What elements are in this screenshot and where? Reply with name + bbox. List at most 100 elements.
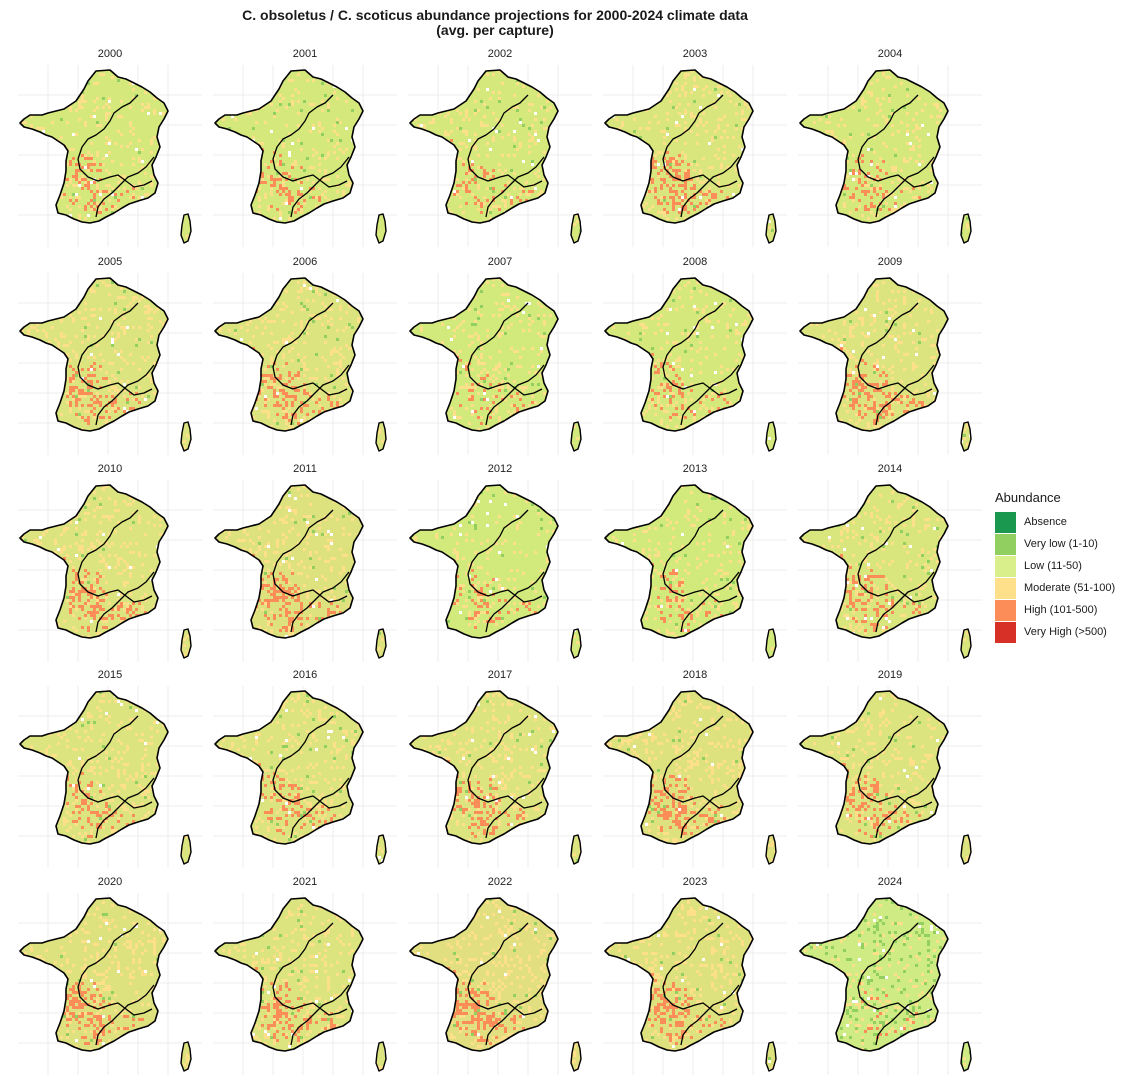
abundance-raster bbox=[798, 480, 982, 662]
abundance-raster bbox=[18, 893, 202, 1075]
legend-title: Abundance bbox=[995, 490, 1140, 505]
panel-title: 2016 bbox=[213, 669, 397, 681]
france-map bbox=[408, 480, 592, 662]
map-panel-2018: 2018 bbox=[603, 669, 787, 876]
abundance-raster bbox=[213, 65, 397, 247]
panel-title: 2010 bbox=[18, 463, 202, 475]
panel-title: 2014 bbox=[798, 463, 982, 475]
legend-item: Very High (>500) bbox=[995, 621, 1140, 643]
map-panel-2002: 2002 bbox=[408, 48, 592, 255]
abundance-raster bbox=[603, 65, 787, 247]
france-map bbox=[603, 65, 787, 247]
panel-title: 2002 bbox=[408, 48, 592, 60]
panel-title: 2015 bbox=[18, 669, 202, 681]
map-panel-2005: 2005 bbox=[18, 256, 202, 463]
france-map bbox=[603, 893, 787, 1075]
abundance-legend: Abundance Absence Very low (1-10) Low (11-… bbox=[995, 490, 1140, 643]
legend-key bbox=[995, 512, 1016, 533]
map-panel-2009: 2009 bbox=[798, 256, 982, 463]
panel-title: 2005 bbox=[18, 256, 202, 268]
abundance-raster bbox=[408, 65, 592, 247]
map-panel-2011: 2011 bbox=[213, 463, 397, 670]
abundance-raster bbox=[798, 65, 982, 247]
abundance-raster bbox=[18, 65, 202, 247]
panel-title: 2022 bbox=[408, 876, 592, 888]
legend-label: Low (11-50) bbox=[1024, 560, 1082, 572]
map-panel-2006: 2006 bbox=[213, 256, 397, 463]
france-map bbox=[18, 65, 202, 247]
panel-title: 2020 bbox=[18, 876, 202, 888]
panel-title: 2023 bbox=[603, 876, 787, 888]
legend-key bbox=[995, 600, 1016, 621]
panel-title: 2021 bbox=[213, 876, 397, 888]
france-map bbox=[18, 686, 202, 868]
france-map bbox=[18, 273, 202, 455]
abundance-raster bbox=[798, 273, 982, 455]
france-map bbox=[408, 893, 592, 1075]
map-panel-2016: 2016 bbox=[213, 669, 397, 876]
france-map bbox=[603, 273, 787, 455]
abundance-raster bbox=[213, 273, 397, 455]
legend-label: Absence bbox=[1024, 516, 1067, 528]
abundance-raster bbox=[603, 893, 787, 1075]
panel-title: 2024 bbox=[798, 876, 982, 888]
abundance-raster bbox=[798, 686, 982, 868]
panel-title: 2009 bbox=[798, 256, 982, 268]
france-map bbox=[408, 65, 592, 247]
france-map bbox=[603, 480, 787, 662]
france-map bbox=[213, 65, 397, 247]
abundance-raster bbox=[408, 273, 592, 455]
abundance-raster bbox=[213, 893, 397, 1075]
map-panel-2007: 2007 bbox=[408, 256, 592, 463]
france-map bbox=[798, 893, 982, 1075]
panel-title: 2003 bbox=[603, 48, 787, 60]
abundance-raster bbox=[213, 480, 397, 662]
map-panel-2010: 2010 bbox=[18, 463, 202, 670]
france-map bbox=[798, 480, 982, 662]
map-panel-2024: 2024 bbox=[798, 876, 982, 1083]
map-panel-2001: 2001 bbox=[213, 48, 397, 255]
map-panel-2003: 2003 bbox=[603, 48, 787, 255]
abundance-raster bbox=[18, 480, 202, 662]
legend-key bbox=[995, 534, 1016, 555]
legend-item: Very low (1-10) bbox=[995, 533, 1140, 555]
abundance-raster bbox=[798, 893, 982, 1075]
abundance-raster bbox=[603, 686, 787, 868]
france-map bbox=[798, 686, 982, 868]
panel-title: 2008 bbox=[603, 256, 787, 268]
france-map bbox=[408, 686, 592, 868]
panel-title: 2011 bbox=[213, 463, 397, 475]
legend-item: Moderate (51-100) bbox=[995, 577, 1140, 599]
legend-key bbox=[995, 556, 1016, 577]
panel-title: 2001 bbox=[213, 48, 397, 60]
panel-title: 2013 bbox=[603, 463, 787, 475]
abundance-raster bbox=[408, 686, 592, 868]
panel-title: 2000 bbox=[18, 48, 202, 60]
france-map bbox=[603, 686, 787, 868]
map-panel-2014: 2014 bbox=[798, 463, 982, 670]
abundance-raster bbox=[408, 893, 592, 1075]
abundance-raster bbox=[603, 480, 787, 662]
panel-title: 2012 bbox=[408, 463, 592, 475]
abundance-raster bbox=[408, 480, 592, 662]
map-panel-2000: 2000 bbox=[18, 48, 202, 255]
abundance-raster bbox=[18, 686, 202, 868]
france-map bbox=[213, 480, 397, 662]
legend-label: Very low (1-10) bbox=[1024, 538, 1098, 550]
map-panel-2004: 2004 bbox=[798, 48, 982, 255]
legend-item: High (101-500) bbox=[995, 599, 1140, 621]
legend-item: Absence bbox=[995, 511, 1140, 533]
legend-items: Absence Very low (1-10) Low (11-50) Moderat… bbox=[995, 511, 1140, 643]
france-map bbox=[798, 273, 982, 455]
legend-label: Very High (>500) bbox=[1024, 626, 1107, 638]
panel-title: 2019 bbox=[798, 669, 982, 681]
abundance-raster bbox=[18, 273, 202, 455]
france-map bbox=[18, 480, 202, 662]
map-panel-2021: 2021 bbox=[213, 876, 397, 1083]
legend-label: High (101-500) bbox=[1024, 604, 1097, 616]
france-map bbox=[18, 893, 202, 1075]
france-map bbox=[213, 686, 397, 868]
map-panel-2017: 2017 bbox=[408, 669, 592, 876]
map-panel-2012: 2012 bbox=[408, 463, 592, 670]
